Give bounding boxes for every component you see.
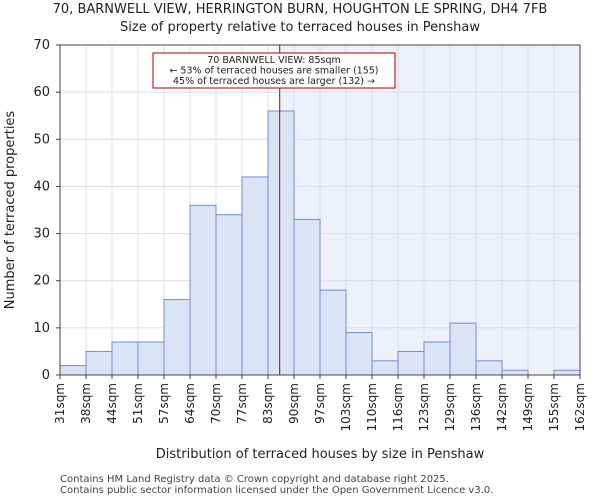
bar — [423, 341, 451, 376]
x-tick-label: 83sqm — [261, 383, 275, 424]
bar — [111, 341, 139, 376]
x-tick-label: 64sqm — [183, 383, 197, 424]
footer-licence: Contains public sector information licen… — [60, 485, 494, 496]
x-tick-label: 110sqm — [365, 383, 379, 431]
bar — [553, 369, 581, 376]
y-tick-label: 0 — [42, 368, 50, 383]
bar-chart: 0 10 20 30 40 50 60 70 31sqm 38sqm 44sqm 51sqm 57sqm… — [3, 38, 587, 462]
x-tick-label: 136sqm — [469, 383, 483, 431]
bar — [501, 369, 529, 376]
y-tick-label: 30 — [33, 227, 50, 242]
bar — [189, 204, 217, 376]
x-tick-label: 51sqm — [131, 383, 145, 424]
y-tick-label: 10 — [33, 321, 50, 336]
bar — [293, 218, 321, 376]
bar — [163, 299, 191, 376]
bar — [241, 176, 269, 376]
x-tick-label: 70sqm — [209, 383, 223, 424]
bar — [267, 110, 295, 376]
annotation-text: ← 53% of terraced houses are smaller (15… — [169, 66, 378, 77]
x-tick-label: 129sqm — [443, 383, 457, 431]
y-tick-label: 70 — [33, 38, 50, 53]
x-tick-label: 155sqm — [547, 383, 561, 431]
bar — [137, 341, 165, 376]
annotation-box — [152, 52, 396, 89]
x-tick-label: 77sqm — [235, 383, 249, 424]
y-tick-label: 60 — [33, 85, 50, 100]
bar — [397, 350, 425, 376]
x-tick-label: 162sqm — [573, 383, 587, 431]
x-tick-label: 57sqm — [157, 383, 171, 424]
bar — [319, 289, 347, 376]
bar — [371, 360, 399, 376]
x-tick-label: 31sqm — [53, 383, 67, 424]
annotation-text: 70 BARNWELL VIEW: 85sqm — [207, 55, 341, 66]
x-tick-label: 142sqm — [495, 383, 509, 431]
x-tick-label: 90sqm — [287, 383, 301, 424]
y-tick-label: 20 — [33, 274, 50, 289]
bar — [345, 332, 373, 376]
bar — [85, 350, 113, 376]
annotation-text: 45% of terraced houses are larger (132) … — [173, 76, 375, 87]
x-tick-label: 97sqm — [313, 383, 327, 424]
x-tick-label: 123sqm — [417, 383, 431, 431]
chart-subtitle: Size of property relative to terraced ho… — [120, 20, 480, 35]
bar — [449, 322, 477, 376]
y-axis-label: Number of terraced properties — [3, 111, 18, 310]
bar — [215, 214, 243, 376]
x-tick-label: 44sqm — [105, 383, 119, 424]
y-tick-label: 40 — [33, 179, 50, 194]
page-title: 70, BARNWELL VIEW, HERRINGTON BURN, HOUG… — [52, 2, 548, 17]
x-axis-label: Distribution of terraced houses by size … — [156, 447, 485, 462]
x-tick-label: 149sqm — [521, 383, 535, 431]
x-tick-label: 116sqm — [391, 383, 405, 431]
bar — [475, 360, 503, 376]
footer-copyright: Contains HM Land Registry data © Crown c… — [60, 474, 449, 485]
y-tick-label: 50 — [33, 132, 50, 147]
x-tick-label: 103sqm — [339, 383, 353, 431]
x-tick-label: 38sqm — [79, 383, 93, 424]
bar — [59, 365, 87, 376]
